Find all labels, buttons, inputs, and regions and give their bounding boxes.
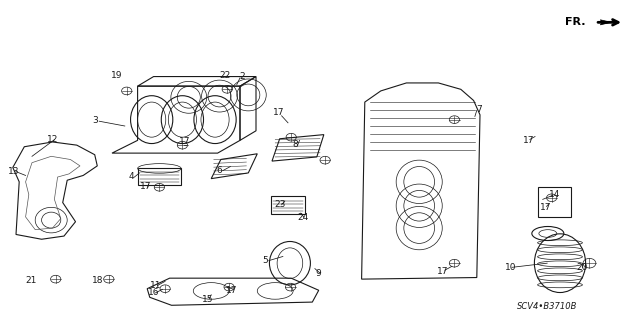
- Text: 9: 9: [316, 269, 321, 278]
- Text: 17: 17: [540, 203, 551, 212]
- Text: 19: 19: [111, 71, 123, 80]
- Text: 10: 10: [505, 263, 516, 272]
- Text: 17: 17: [179, 137, 190, 146]
- Text: SCV4•B3710B: SCV4•B3710B: [517, 302, 577, 311]
- Bar: [538, 187, 571, 217]
- Text: 17: 17: [437, 267, 449, 276]
- Text: 2: 2: [239, 72, 244, 81]
- Bar: [138, 168, 181, 185]
- Text: FR.: FR.: [565, 17, 586, 27]
- Text: 11: 11: [150, 281, 161, 290]
- Text: 15: 15: [202, 295, 214, 304]
- Polygon shape: [600, 20, 611, 25]
- Text: 8: 8: [293, 140, 298, 149]
- Text: 14: 14: [548, 190, 560, 199]
- Text: 16: 16: [148, 288, 159, 297]
- Text: 22: 22: [220, 71, 231, 80]
- Text: 24: 24: [297, 213, 308, 222]
- Text: 4: 4: [129, 172, 134, 181]
- Text: 20: 20: [577, 263, 588, 272]
- Text: 3: 3: [92, 116, 97, 125]
- Text: 18: 18: [92, 276, 103, 285]
- Text: 13: 13: [8, 167, 20, 176]
- Text: 17: 17: [140, 182, 152, 191]
- Text: 12: 12: [47, 135, 58, 144]
- Text: 17: 17: [273, 108, 285, 117]
- Text: 17: 17: [523, 136, 534, 145]
- Bar: [271, 196, 305, 214]
- Text: 21: 21: [25, 276, 36, 285]
- Text: 5: 5: [263, 256, 268, 265]
- Text: 23: 23: [275, 200, 286, 209]
- Text: 6: 6: [217, 166, 222, 175]
- Text: 7: 7: [476, 105, 481, 114]
- Text: 17: 17: [226, 286, 237, 295]
